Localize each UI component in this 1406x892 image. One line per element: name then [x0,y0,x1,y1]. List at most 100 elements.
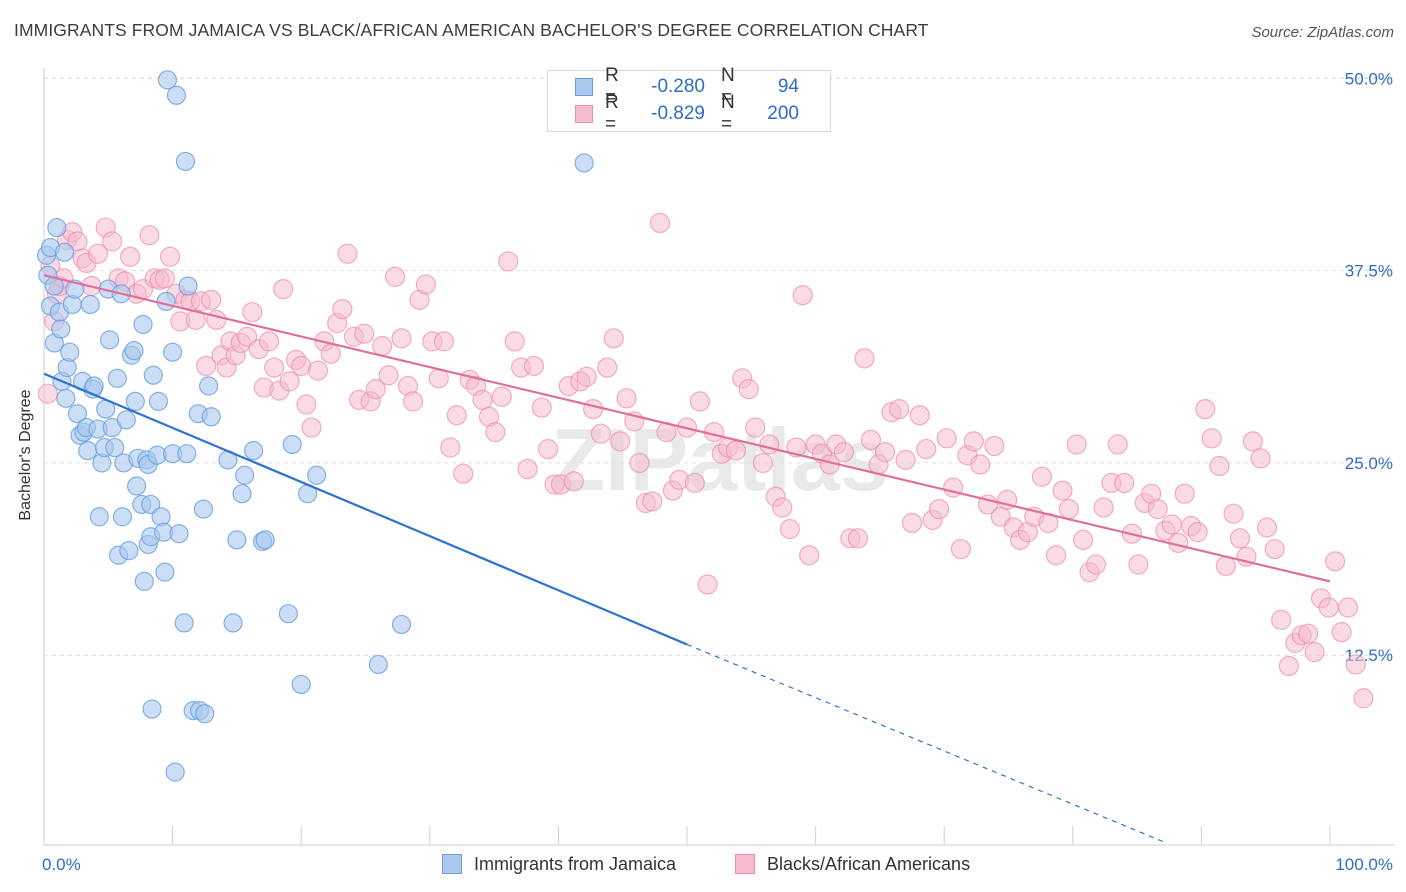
data-point-jamaica [201,407,221,427]
data-point-black [1066,434,1087,455]
data-point-black [1250,448,1271,469]
data-point-jamaica [54,242,75,262]
y-tick-label: 37.5% [1345,262,1393,281]
data-point-black [629,452,650,474]
data-point-black [1298,623,1319,644]
data-point-jamaica [142,699,162,719]
data-point-black [984,435,1005,457]
data-point-jamaica [223,613,243,633]
data-point-black [1085,554,1107,575]
data-point-black [759,434,780,455]
data-point-jamaica [235,465,255,485]
data-point-black [1147,498,1168,520]
data-point-jamaica [112,507,133,527]
data-point-black [332,299,353,320]
data-point-jamaica [165,762,185,782]
data-point-black [433,331,455,352]
legend-r-value: -0.280 [651,76,705,97]
data-point-jamaica [244,441,264,461]
data-point-black [576,366,597,387]
data-point-jamaica [174,613,194,633]
data-point-jamaica [307,465,327,485]
series-immigrants-from-jamaica [36,70,594,782]
data-point-black [1331,622,1352,643]
data-point-jamaica [105,437,125,458]
data-point-black [1161,514,1182,535]
data-point-black [1264,538,1285,560]
data-point-black [697,574,718,595]
data-point-black [378,365,399,386]
data-point-black [779,518,800,540]
data-point-black [1195,398,1216,420]
data-point-jamaica [107,368,127,388]
data-point-black [909,405,930,426]
data-point-black [279,371,300,392]
data-point-black [854,348,875,369]
bottom-legend-black: Blacks/African Americans [735,851,970,877]
data-point-jamaica [60,342,80,362]
data-point-black [372,335,393,357]
data-point-black [1318,597,1339,618]
data-point-black [649,212,671,234]
data-point-jamaica [47,217,67,238]
data-point-black [1045,545,1067,566]
data-point-black [440,437,461,458]
legend-n-label: N = [721,92,735,135]
data-point-black [1174,483,1195,504]
data-point-black [37,383,58,404]
data-point-jamaica [99,330,120,350]
data-point-black [642,491,663,512]
data-point-black [538,438,559,460]
trend-line-black [43,274,1331,583]
data-point-black [384,266,406,287]
x-tick-label-min: 0.0% [42,855,81,874]
data-point-black [1187,522,1208,543]
data-point-black [1304,642,1325,663]
data-point-jamaica [155,562,175,582]
data-point-black [296,394,317,415]
data-point-black [485,422,506,443]
data-point-jamaica [143,365,163,385]
data-point-black [689,391,710,412]
chart-title: IMMIGRANTS FROM JAMAICA VS BLACK/AFRICAN… [14,20,929,40]
data-point-black [159,246,181,267]
data-point-jamaica [67,404,88,424]
source-label: Source: ZipAtlas.com [1251,24,1394,41]
data-point-jamaica [227,530,247,550]
data-point-black [1223,503,1244,524]
grid-lines [44,77,1395,656]
data-point-jamaica [177,444,197,464]
data-point-black [1229,528,1251,549]
data-point-black [264,357,285,378]
data-point-jamaica [193,499,214,519]
data-point-black [154,268,175,289]
data-point-black [237,326,258,347]
data-point-black [1072,529,1094,550]
data-point-jamaica [166,85,187,105]
data-point-black [1114,472,1135,494]
data-point-black [504,331,525,352]
data-point-jamaica [80,294,100,315]
y-tick-label: 25.0% [1345,454,1393,473]
data-point-black [307,360,329,381]
data-point-black [901,512,923,534]
data-point-black [833,442,854,463]
data-point-jamaica [175,151,196,172]
data-point-black [684,472,705,494]
data-point-black [603,328,624,349]
legend-r-label: R = [605,65,619,108]
bottom-legend-label: Immigrants from Jamaica [474,853,677,874]
legend-swatch-blue [575,78,593,96]
data-point-black [1345,654,1366,675]
data-point-black [772,497,793,518]
bottom-legend-swatch-pink [735,854,755,874]
bottom-legend-swatch-blue [442,854,462,874]
data-point-black [610,431,631,452]
data-point-black [583,398,604,420]
data-point-black [738,378,759,400]
data-point-jamaica [116,410,136,430]
axes [43,68,1395,846]
data-point-jamaica [51,319,71,339]
x-tick-label-max: 100.0% [1335,855,1393,874]
